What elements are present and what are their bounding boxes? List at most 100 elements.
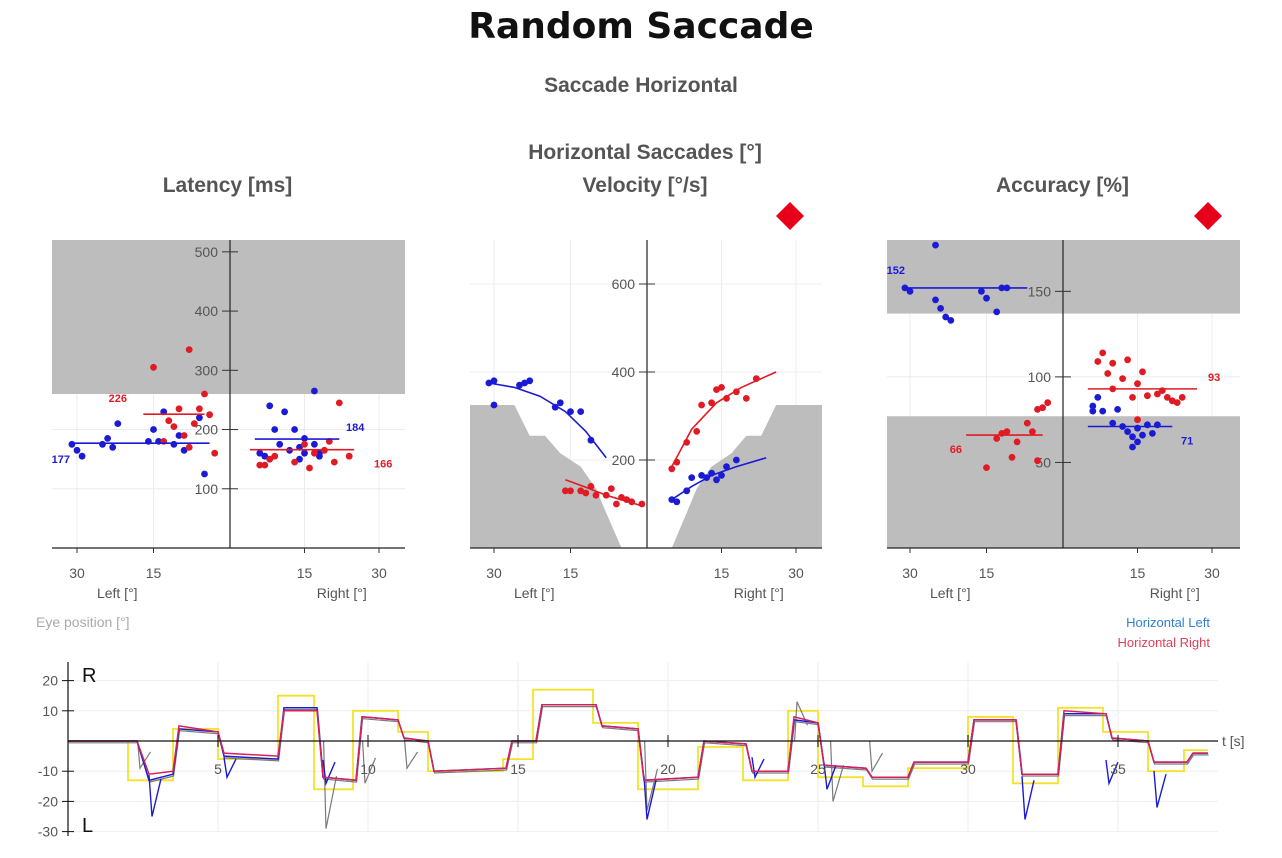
x-axis-label-right: Right [°] [317,585,367,601]
eye-position-label: Eye position [°] [36,614,130,630]
data-point-right [668,465,676,473]
data-point-left [271,426,279,433]
data-point-right [261,461,269,469]
mean-label: 93 [1208,372,1220,384]
data-point-left [1129,443,1136,451]
data-point-right [1034,406,1041,413]
data-point-left [196,414,203,422]
x-axis-label-right: Right [°] [1150,585,1200,601]
x-axis-label-right: Right [°] [734,585,784,601]
data-point-right [733,388,740,396]
data-point-right [1003,428,1011,435]
mean-label: 152 [887,265,905,277]
data-point-left [99,440,106,448]
data-point-left [201,470,208,478]
data-point-left [68,440,76,448]
data-point-left [718,472,725,479]
gray-spike [830,740,845,802]
data-point-left [296,455,303,463]
left-eye-spike [751,757,765,780]
data-point-right [1124,356,1131,364]
x-axis-label-left: Left [°] [97,585,138,601]
data-point-right [592,491,600,499]
data-point-right [723,395,730,402]
data-point-left [291,426,298,433]
data-point-left [175,432,183,439]
data-point-left [1089,407,1097,415]
data-point-left [723,463,730,470]
data-point-right [567,487,574,495]
data-point-left [708,469,715,477]
target-trace [68,688,1208,791]
left-eye-spike [1105,759,1119,786]
data-point-left [906,287,914,295]
y-tick-label: 500 [195,244,219,260]
data-point-left [713,476,720,484]
x-tick-label: 15 [1130,565,1146,581]
x-tick-label: 30 [788,565,804,581]
x-tick-label: 15 [714,565,730,581]
x-tick-label: 15 [979,565,995,581]
data-point-left [311,440,318,448]
data-point-left [942,313,950,321]
left-eye-spike [1153,770,1167,808]
accuracy-panel-title: Accuracy [%] [995,174,1130,197]
data-point-left [276,440,284,448]
latency-panel-title: Latency [ms] [162,174,293,197]
y-tick-label: 150 [1028,283,1052,299]
data-point-right [1034,457,1041,465]
data-point-right [582,489,590,497]
data-point-right [1099,349,1107,357]
right-side-marker: R [82,665,96,687]
data-point-right [1023,419,1031,427]
data-point-right [1029,428,1036,435]
data-point-right [752,375,760,382]
data-point-right [613,500,620,508]
data-point-right [718,384,725,391]
data-point-right [607,485,615,492]
x-tick-label: 30 [902,565,918,581]
data-point-left [490,377,498,385]
data-point-right [345,452,353,460]
y-tick-label: 300 [195,362,219,378]
left-eye-spike [1021,776,1035,820]
norm-band-left [470,405,622,548]
data-point-right [1109,359,1117,367]
data-point-right [170,423,178,430]
data-point-left [577,408,585,415]
velocity-chart: 200 400 600 30 15 15 30 Left [°] Right [°] [470,240,822,601]
data-point-left [993,308,1001,316]
data-point-right [1139,368,1146,376]
data-point-right [306,464,313,472]
data-point-right [185,443,193,451]
data-point-left [1099,407,1107,415]
left-eye-spike [823,762,837,790]
data-point-right [271,452,279,460]
data-point-right [1039,404,1046,412]
y-tick-label: 400 [612,364,636,380]
data-point-right [1154,390,1161,398]
data-point-right [175,405,183,413]
data-point-right [1129,394,1136,401]
data-point-right [1119,375,1126,382]
data-point-right [150,363,157,371]
data-point-left [978,287,985,295]
data-point-left [150,426,157,433]
data-point-left [1124,428,1131,435]
data-point-left [983,294,990,302]
data-point-left [516,381,523,389]
data-point-right [698,401,705,409]
norm-band [52,240,405,394]
mean-label: 166 [374,459,392,471]
data-point-right [311,449,318,457]
x-axis-label-left: Left [°] [514,585,555,601]
right-eye-trace [68,704,1208,782]
y-tick-label: 100 [195,481,219,497]
data-point-right [628,498,636,506]
data-point-left [170,440,178,448]
data-point-right [1163,394,1171,401]
data-point-left [567,408,574,415]
data-point-right [1134,380,1141,388]
data-point-right [587,483,595,490]
